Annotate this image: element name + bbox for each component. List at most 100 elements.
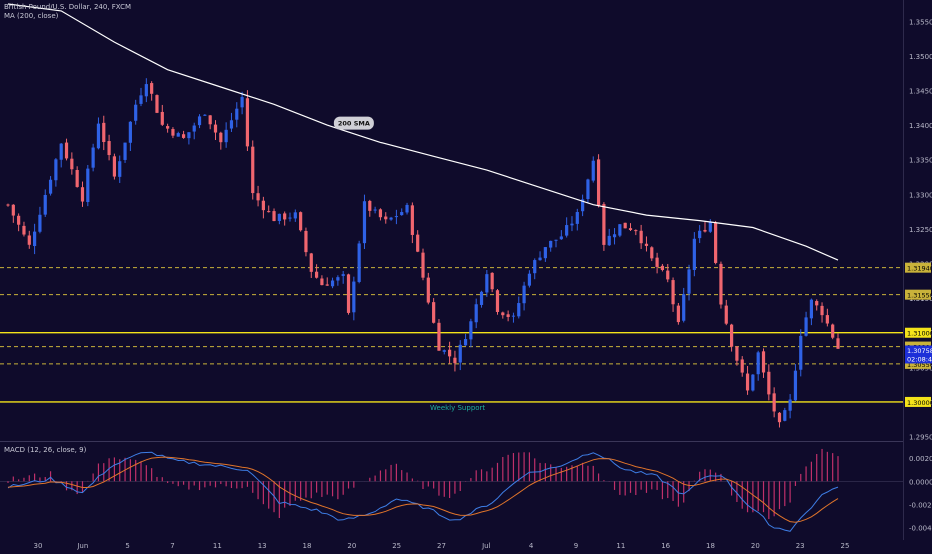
candle-down: [107, 141, 111, 156]
candle-up: [203, 114, 207, 116]
candle-up: [698, 230, 702, 239]
candle-down: [80, 187, 85, 202]
signal-line: [7, 456, 839, 523]
candle-down: [11, 204, 15, 216]
candle-up: [570, 223, 574, 226]
candle-down: [453, 357, 457, 364]
candle-down: [761, 351, 766, 373]
candle-down: [432, 302, 436, 323]
candle-down: [299, 212, 303, 231]
candle-up: [581, 199, 585, 212]
symbol-title: British Pound/U.S. Dollar, 240, FXCM: [4, 3, 132, 11]
time-axis-label: 11: [616, 542, 625, 550]
candle-up: [554, 239, 558, 241]
candle-down: [320, 278, 324, 286]
candle-down: [256, 193, 260, 201]
candle-up: [224, 129, 228, 143]
candle-up: [479, 291, 484, 305]
time-axis-label: 23: [796, 542, 805, 550]
candle-up: [277, 213, 281, 221]
candle-up: [692, 238, 696, 270]
candle-up: [522, 285, 526, 304]
candle-up: [708, 222, 712, 232]
time-axis-label: 16: [661, 542, 670, 550]
candle-up: [54, 159, 58, 181]
level-price-tag: [905, 289, 931, 300]
price-axis-label: 1.29500: [909, 434, 932, 442]
candle-down: [75, 170, 79, 187]
time-axis-label: 5: [125, 542, 129, 550]
candle-down: [777, 412, 782, 423]
candle-down: [64, 142, 69, 159]
candle-down: [304, 230, 308, 253]
candle-up: [687, 269, 691, 294]
candle-up: [33, 231, 37, 247]
level-price-tag: [905, 327, 931, 338]
time-axis-label: 20: [347, 542, 356, 550]
candle-up: [91, 147, 95, 168]
candle-up: [43, 194, 47, 215]
candle-down: [714, 222, 718, 263]
candle-up: [86, 168, 90, 203]
candle-up: [352, 281, 356, 313]
candle-down: [181, 134, 186, 138]
candle-up: [118, 161, 122, 177]
candle-up: [549, 240, 553, 248]
candle-down: [283, 213, 287, 220]
candle-up: [187, 132, 191, 139]
candle-up: [793, 370, 798, 401]
candle-down: [166, 126, 170, 129]
candle-down: [724, 305, 728, 324]
candle-down: [272, 211, 276, 222]
candle-down: [623, 222, 627, 229]
level-price-label: 1.31000: [907, 330, 932, 338]
candle-down: [70, 158, 74, 170]
candle-up: [288, 217, 292, 219]
candle-up: [357, 243, 361, 282]
candle-down: [325, 284, 329, 286]
candle-down: [719, 263, 723, 305]
time-axis-label: Jun: [76, 542, 88, 550]
candle-up: [123, 142, 127, 160]
candle-down: [676, 305, 680, 323]
candle-down: [410, 205, 414, 235]
candle-down: [490, 272, 494, 290]
candle-down: [314, 271, 319, 278]
candle-down: [309, 253, 313, 272]
candle-down: [160, 111, 164, 125]
candle-up: [405, 204, 409, 213]
candle-down: [655, 257, 659, 267]
candle-up: [575, 212, 579, 224]
candle-down: [628, 228, 633, 231]
time-axis-label: 11: [213, 542, 222, 550]
time-axis-label: 27: [437, 542, 446, 550]
candle-up: [373, 209, 377, 211]
candle-up: [341, 274, 345, 276]
candle-up: [533, 260, 537, 274]
countdown-label: 02:08:49: [907, 355, 932, 363]
chart-legend: British Pound/U.S. Dollar, 240, FXCM MA …: [4, 3, 131, 21]
macd-line: [7, 451, 839, 532]
candle-up: [607, 235, 611, 246]
candle-up: [485, 274, 489, 293]
candle-down: [27, 235, 31, 245]
candle-up: [389, 217, 393, 220]
candle-down: [660, 265, 665, 271]
candle-up: [176, 133, 180, 137]
candle-up: [783, 410, 787, 421]
candle-down: [155, 95, 159, 113]
candle-up: [527, 273, 532, 286]
candle-up: [128, 121, 132, 143]
candle-up: [38, 214, 42, 232]
time-axis-label: 9: [574, 542, 578, 550]
candle-down: [501, 312, 505, 316]
candle-down: [437, 322, 441, 351]
candle-down: [384, 216, 388, 220]
candle-up: [565, 225, 569, 236]
candle-down: [17, 215, 21, 225]
level-price-label: 1.30000: [907, 399, 932, 407]
candle-down: [671, 280, 675, 305]
candle-down: [602, 204, 606, 245]
